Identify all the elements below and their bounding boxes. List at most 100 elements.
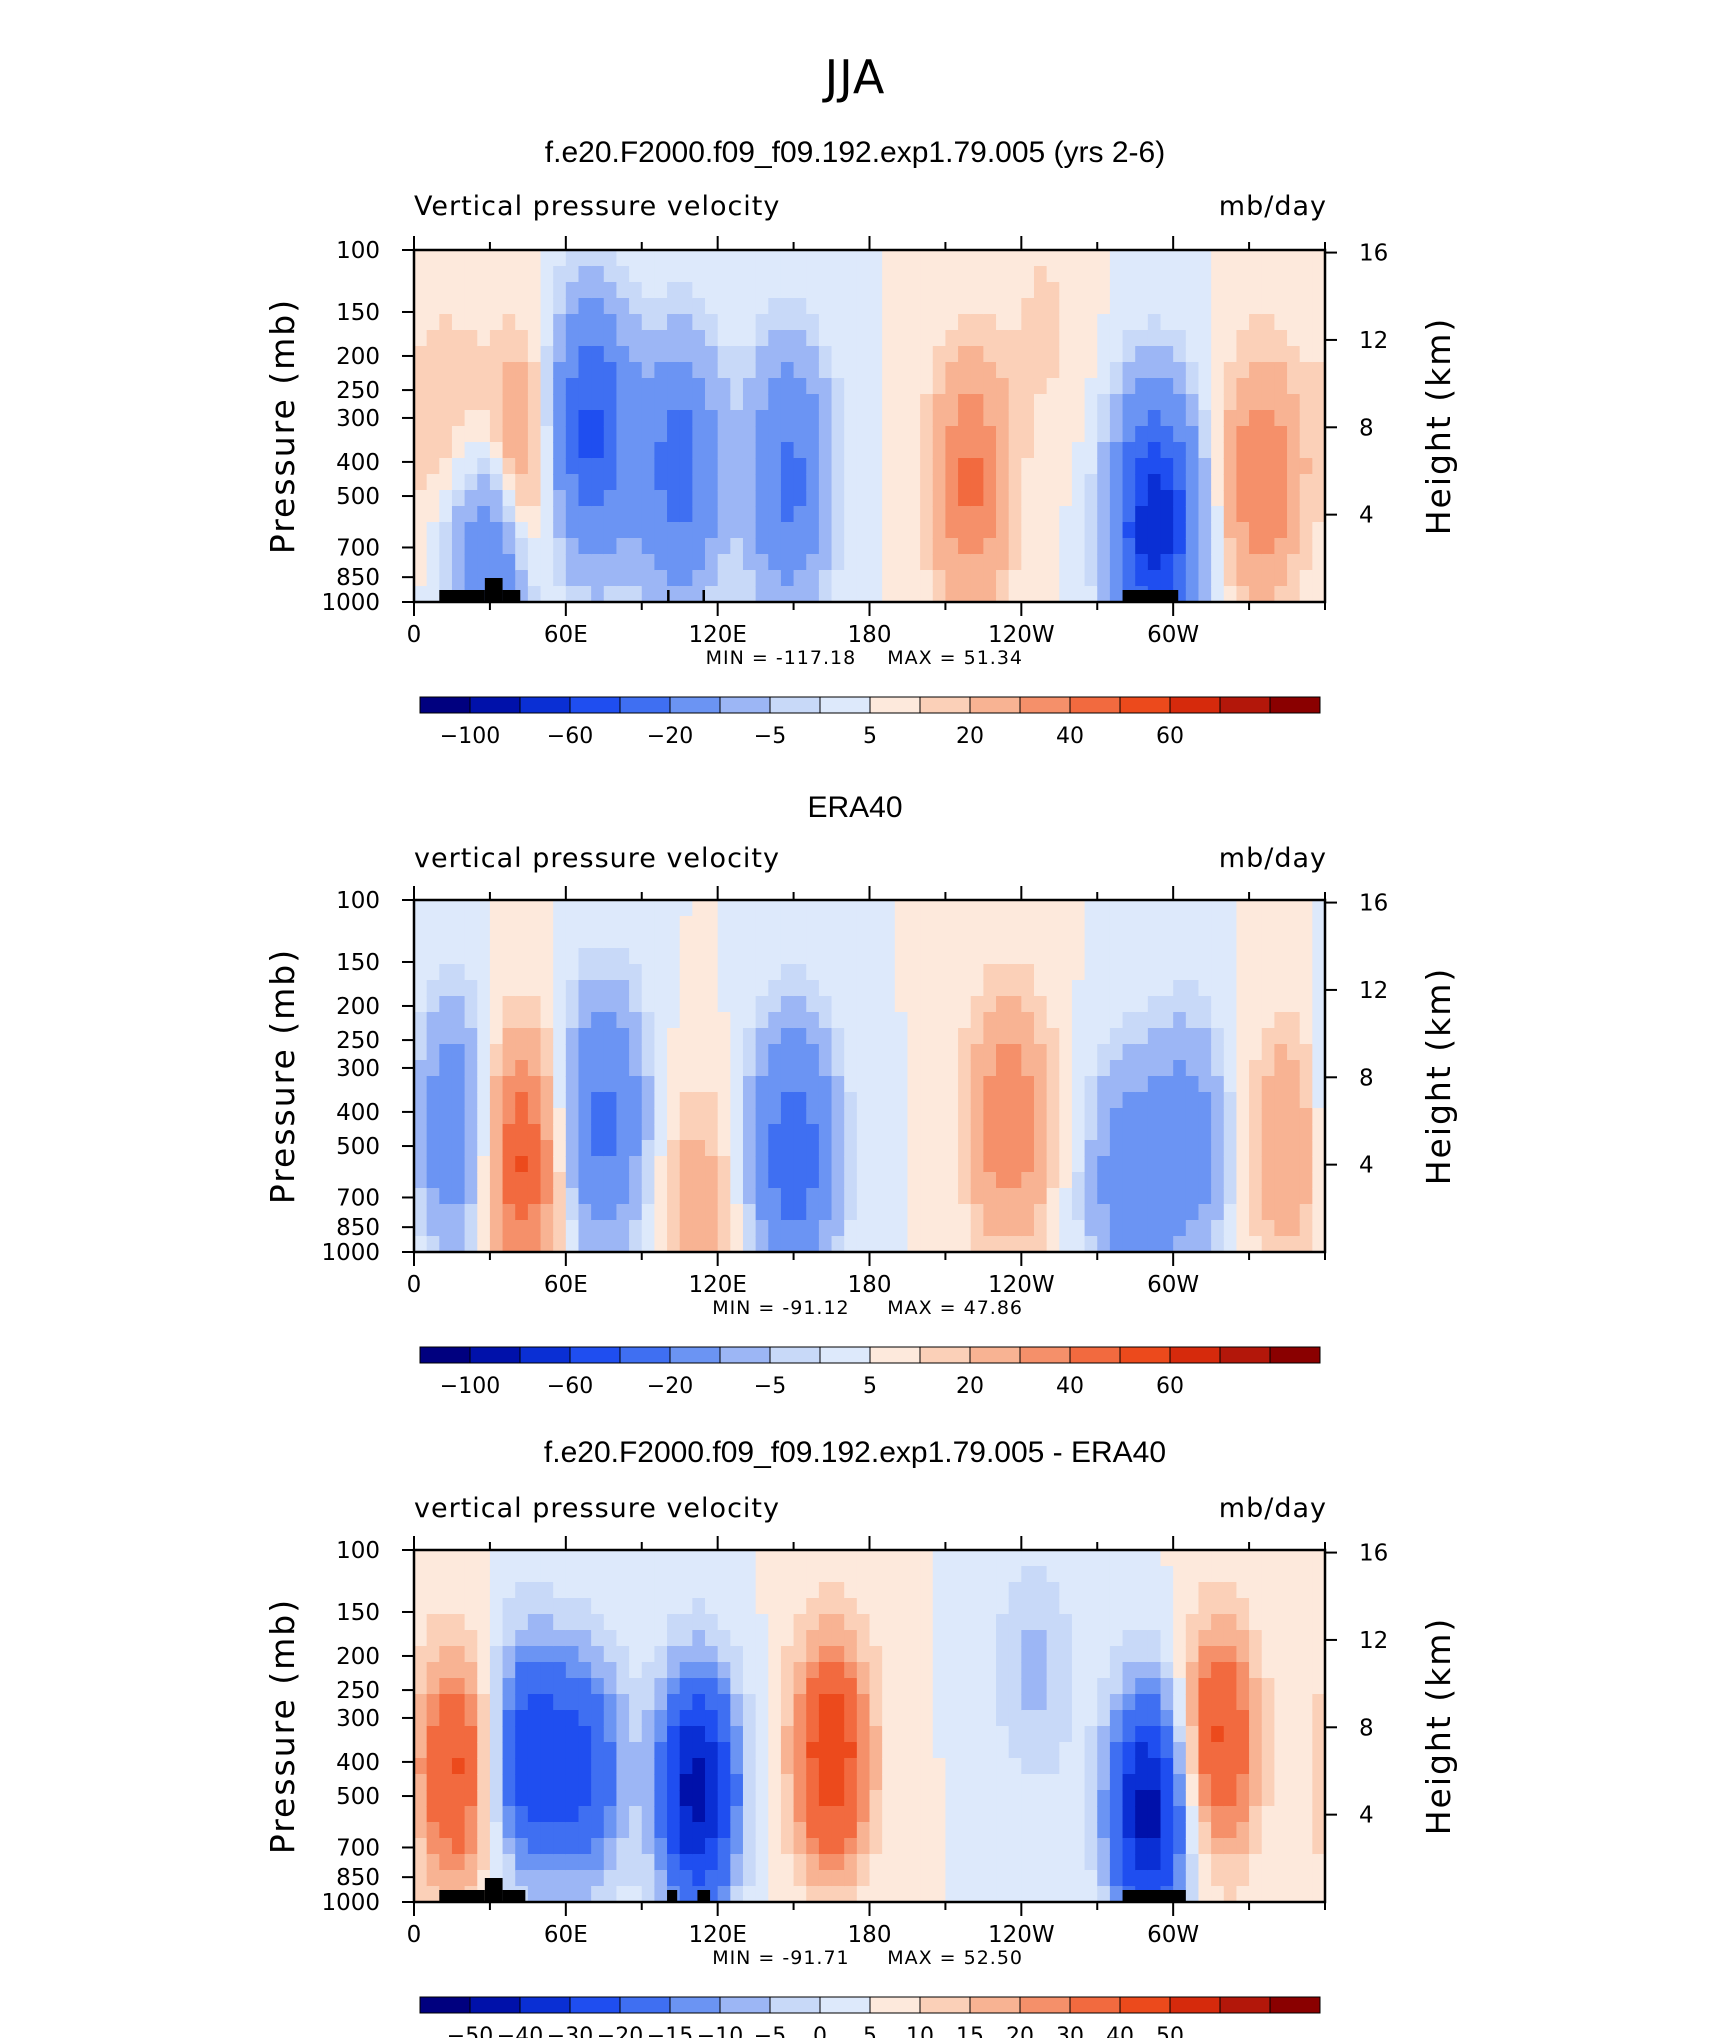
- field-cell: [1097, 1854, 1110, 1871]
- field-cell: [667, 1838, 680, 1855]
- field-cell: [629, 474, 642, 491]
- field-cell: [1123, 1550, 1136, 1567]
- field-cell: [743, 1092, 756, 1109]
- field-cell: [427, 586, 440, 603]
- field-cell: [515, 1694, 528, 1711]
- field-cell: [515, 362, 528, 379]
- field-cell: [654, 1854, 667, 1871]
- field-cell: [1274, 442, 1287, 459]
- field-cell: [730, 1726, 743, 1743]
- field-cell: [895, 282, 908, 299]
- field-cell: [743, 554, 756, 571]
- field-cell: [1274, 1662, 1287, 1679]
- field-cell: [844, 932, 857, 949]
- field-cell: [503, 1678, 516, 1695]
- field-cell: [806, 900, 819, 917]
- field-cell: [730, 932, 743, 949]
- field-cell: [1021, 458, 1034, 475]
- field-cell: [1161, 1156, 1174, 1173]
- field-cell: [832, 1044, 845, 1061]
- field-cell: [1110, 266, 1123, 283]
- field-cell: [996, 1838, 1009, 1855]
- field-cell: [515, 570, 528, 587]
- field-cell: [882, 1726, 895, 1743]
- field-cell: [857, 362, 870, 379]
- field-cell: [629, 1220, 642, 1237]
- field-cell: [629, 458, 642, 475]
- field-cell: [503, 932, 516, 949]
- field-cell: [465, 346, 478, 363]
- colorbar-box: [920, 697, 970, 713]
- colorbar-box: [1120, 697, 1170, 713]
- field-cell: [1097, 506, 1110, 523]
- field-cell: [1123, 506, 1136, 523]
- field-cell: [616, 586, 629, 603]
- field-cell: [1312, 1124, 1325, 1141]
- field-cell: [819, 506, 832, 523]
- field-cell: [490, 1822, 503, 1839]
- field-cell: [870, 1140, 883, 1157]
- field-cell: [1110, 1870, 1123, 1887]
- field-cell: [983, 932, 996, 949]
- field-cell: [1186, 948, 1199, 965]
- field-cell: [718, 1188, 731, 1205]
- field-cell: [1021, 1156, 1034, 1173]
- field-cell: [983, 1060, 996, 1077]
- field-cell: [439, 1630, 452, 1647]
- field-cell: [591, 1108, 604, 1125]
- field-cell: [1236, 442, 1249, 459]
- field-cell: [756, 1108, 769, 1125]
- field-cell: [692, 1012, 705, 1029]
- field-cell: [1236, 1838, 1249, 1855]
- field-cell: [439, 1710, 452, 1727]
- field-cell: [1110, 346, 1123, 363]
- field-cell: [1186, 1550, 1199, 1567]
- field-cell: [1072, 1140, 1085, 1157]
- field-cell: [730, 1598, 743, 1615]
- field-cell: [996, 1140, 1009, 1157]
- field-cell: [832, 900, 845, 917]
- field-cell: [882, 964, 895, 981]
- field-cell: [629, 1662, 642, 1679]
- field-cell: [882, 410, 895, 427]
- min-label: MIN = -91.12: [712, 1297, 849, 1319]
- field-cell: [983, 1870, 996, 1887]
- field-cell: [1085, 996, 1098, 1013]
- field-cell: [465, 250, 478, 267]
- field-cell: [1224, 474, 1237, 491]
- field-cell: [616, 1204, 629, 1221]
- field-cell: [1034, 1886, 1047, 1903]
- field-cell: [1072, 506, 1085, 523]
- field-cell: [1059, 586, 1072, 603]
- field-cell: [705, 346, 718, 363]
- field-cell: [832, 1806, 845, 1823]
- field-cell: [1236, 1614, 1249, 1631]
- field-cell: [705, 1156, 718, 1173]
- field-cell: [1072, 522, 1085, 539]
- field-cell: [541, 1012, 554, 1029]
- field-cell: [1287, 282, 1300, 299]
- field-cell: [1148, 314, 1161, 331]
- field-cell: [1300, 1678, 1313, 1695]
- field-cell: [920, 1678, 933, 1695]
- field-cell: [604, 1806, 617, 1823]
- colorbar-label: −20: [647, 724, 693, 749]
- field-cell: [642, 506, 655, 523]
- field-cell: [819, 586, 832, 603]
- field-cell: [1300, 586, 1313, 603]
- field-cell: [857, 900, 870, 917]
- field-cell: [578, 538, 591, 555]
- field-cell: [806, 554, 819, 571]
- field-cell: [477, 1140, 490, 1157]
- field-cell: [1021, 1758, 1034, 1775]
- field-cell: [743, 1012, 756, 1029]
- field-cell: [1287, 948, 1300, 965]
- field-cell: [705, 1870, 718, 1887]
- field-cell: [857, 1774, 870, 1791]
- field-cell: [465, 394, 478, 411]
- field-cell: [781, 1822, 794, 1839]
- field-cell: [616, 1188, 629, 1205]
- field-cell: [806, 1220, 819, 1237]
- field-cell: [1034, 1790, 1047, 1807]
- field-cell: [996, 1092, 1009, 1109]
